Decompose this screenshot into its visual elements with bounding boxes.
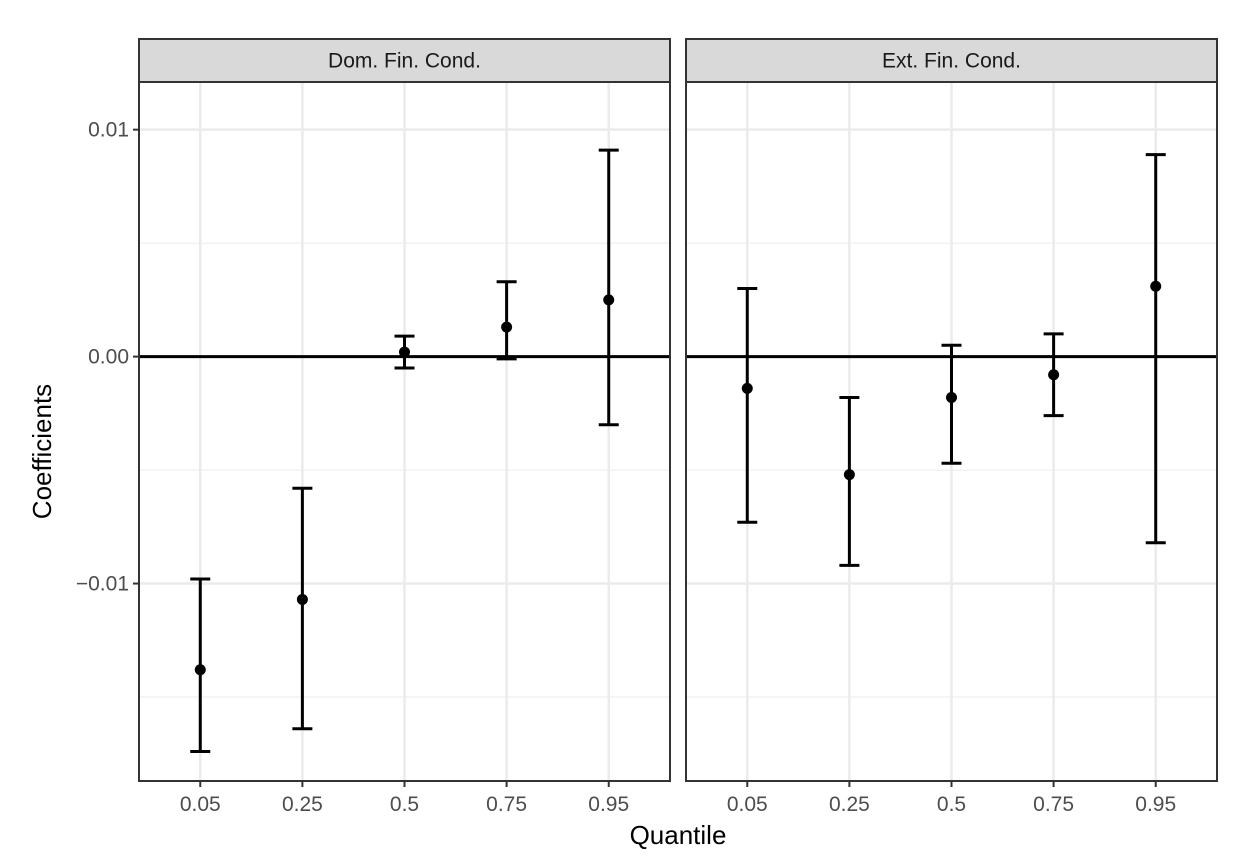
facet-panel: Ext. Fin. Cond. 0.05 0.25 0.5 0.75 0.95 (685, 38, 1218, 816)
errorbar (941, 343, 962, 465)
x-tick-label: 0.75 (486, 793, 527, 816)
errorbar (496, 280, 517, 361)
x-tick-label: 0.05 (727, 793, 768, 816)
y-tick-label: 0.00 (88, 346, 129, 369)
point-estimate (1150, 280, 1162, 292)
y-tick-label: −0.01 (76, 573, 129, 596)
point-estimate (501, 321, 513, 333)
y-axis-title: Coefficients (27, 384, 57, 519)
x-tick-label: 0.5 (937, 793, 966, 816)
point-estimate (843, 469, 855, 481)
x-tick-label: 0.5 (390, 793, 419, 816)
errorbar (839, 395, 860, 567)
errorbar (1145, 153, 1166, 545)
strip-background (685, 38, 1218, 83)
errorbar (737, 287, 758, 524)
point-estimate (741, 382, 753, 394)
x-tick-label: 0.95 (1135, 793, 1176, 816)
errorbar (292, 486, 313, 731)
strip-label: Ext. Fin. Cond. (882, 50, 1021, 73)
x-tick-label: 0.75 (1033, 793, 1074, 816)
strip-label: Dom. Fin. Cond. (328, 50, 481, 73)
y-axis: 0.01 0.00 −0.01 (76, 119, 139, 596)
errorbar (394, 334, 415, 370)
errorbar (1043, 332, 1064, 418)
x-tick-label: 0.05 (180, 793, 221, 816)
x-tick-label: 0.25 (829, 793, 870, 816)
point-estimate (1048, 369, 1060, 381)
x-tick-label: 0.25 (282, 793, 323, 816)
y-tick-label: 0.01 (88, 119, 129, 142)
x-tick-label: 0.95 (588, 793, 629, 816)
errorbar (598, 148, 619, 427)
errorbar (190, 577, 211, 753)
strip-background (138, 38, 671, 83)
point-estimate (946, 391, 957, 403)
point-estimate (296, 593, 308, 605)
x-axis-title: Quantile (630, 820, 727, 850)
point-estimate (194, 664, 206, 676)
facet-panel: Dom. Fin. Cond. 0.05 0.25 0.5 0.75 0.95 (138, 38, 671, 816)
point-estimate (603, 294, 615, 306)
point-estimate (399, 346, 410, 358)
